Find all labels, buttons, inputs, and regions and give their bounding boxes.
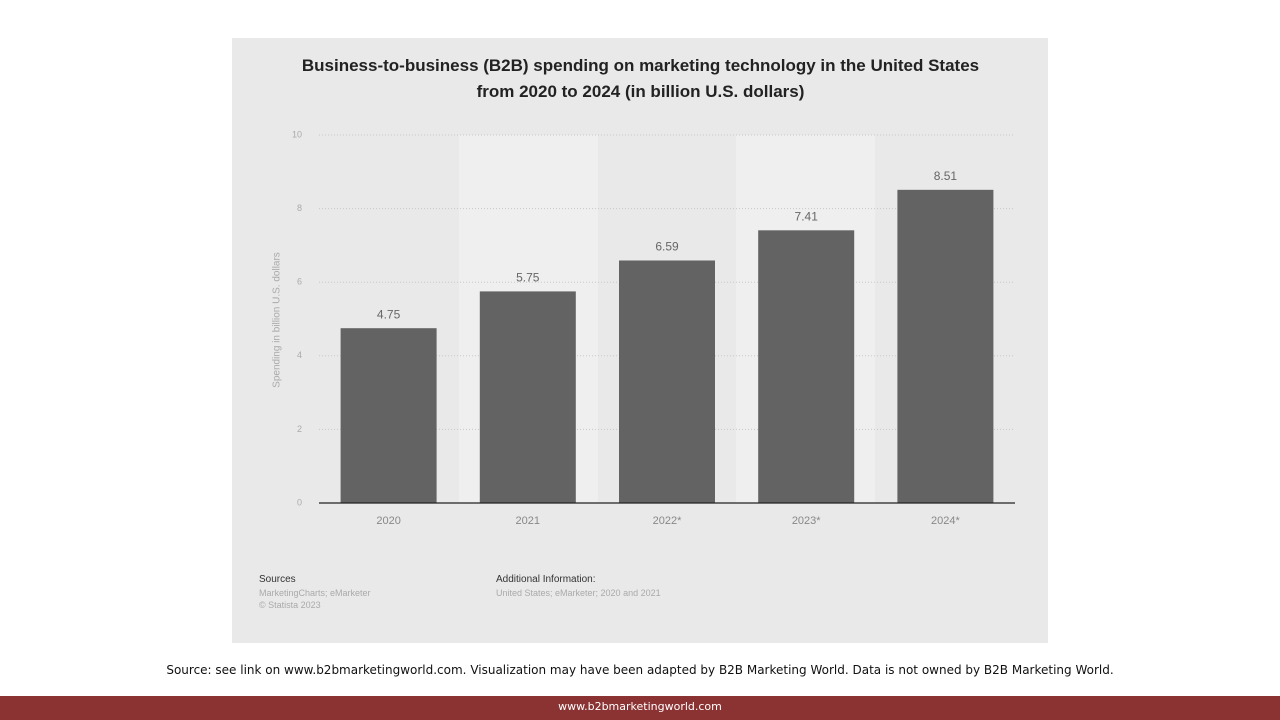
sources-line: © Statista 2023	[259, 600, 321, 610]
value-label: 6.59	[655, 240, 679, 254]
y-tick-label: 8	[297, 203, 302, 213]
bar	[340, 328, 437, 503]
y-tick-label: 10	[292, 129, 302, 139]
value-label: 8.51	[934, 169, 958, 183]
footer-bar	[0, 696, 1280, 720]
sources-line: MarketingCharts; eMarketer	[259, 588, 371, 598]
y-tick-label: 0	[297, 497, 302, 507]
x-tick-label: 2020	[376, 515, 400, 527]
info-text: United States; eMarketer; 2020 and 2021	[496, 588, 661, 598]
y-axis-label: Spending in billion U.S. dollars	[272, 252, 283, 388]
bar	[897, 189, 994, 503]
x-tick-label: 2021	[516, 515, 540, 527]
value-label: 5.75	[516, 271, 540, 285]
y-tick-label: 4	[297, 350, 302, 360]
y-tick-label: 2	[297, 424, 302, 434]
footer-site: www.b2bmarketingworld.com	[558, 700, 722, 713]
bar	[758, 230, 855, 503]
x-tick-label: 2024*	[931, 515, 960, 527]
y-tick-label: 6	[297, 277, 302, 287]
bar	[619, 260, 715, 503]
bar	[479, 291, 576, 503]
x-tick-label: 2023*	[792, 515, 821, 527]
credit: Source: see link on www.b2bmarketingworl…	[166, 663, 1114, 677]
x-tick-label: 2022*	[653, 515, 682, 527]
sources-heading: Sources	[259, 574, 296, 585]
value-label: 4.75	[377, 307, 401, 321]
chart-title: Business-to-business (B2B) spending on m…	[301, 56, 980, 101]
value-label: 7.41	[795, 209, 819, 223]
info-heading: Additional Information:	[496, 574, 596, 585]
